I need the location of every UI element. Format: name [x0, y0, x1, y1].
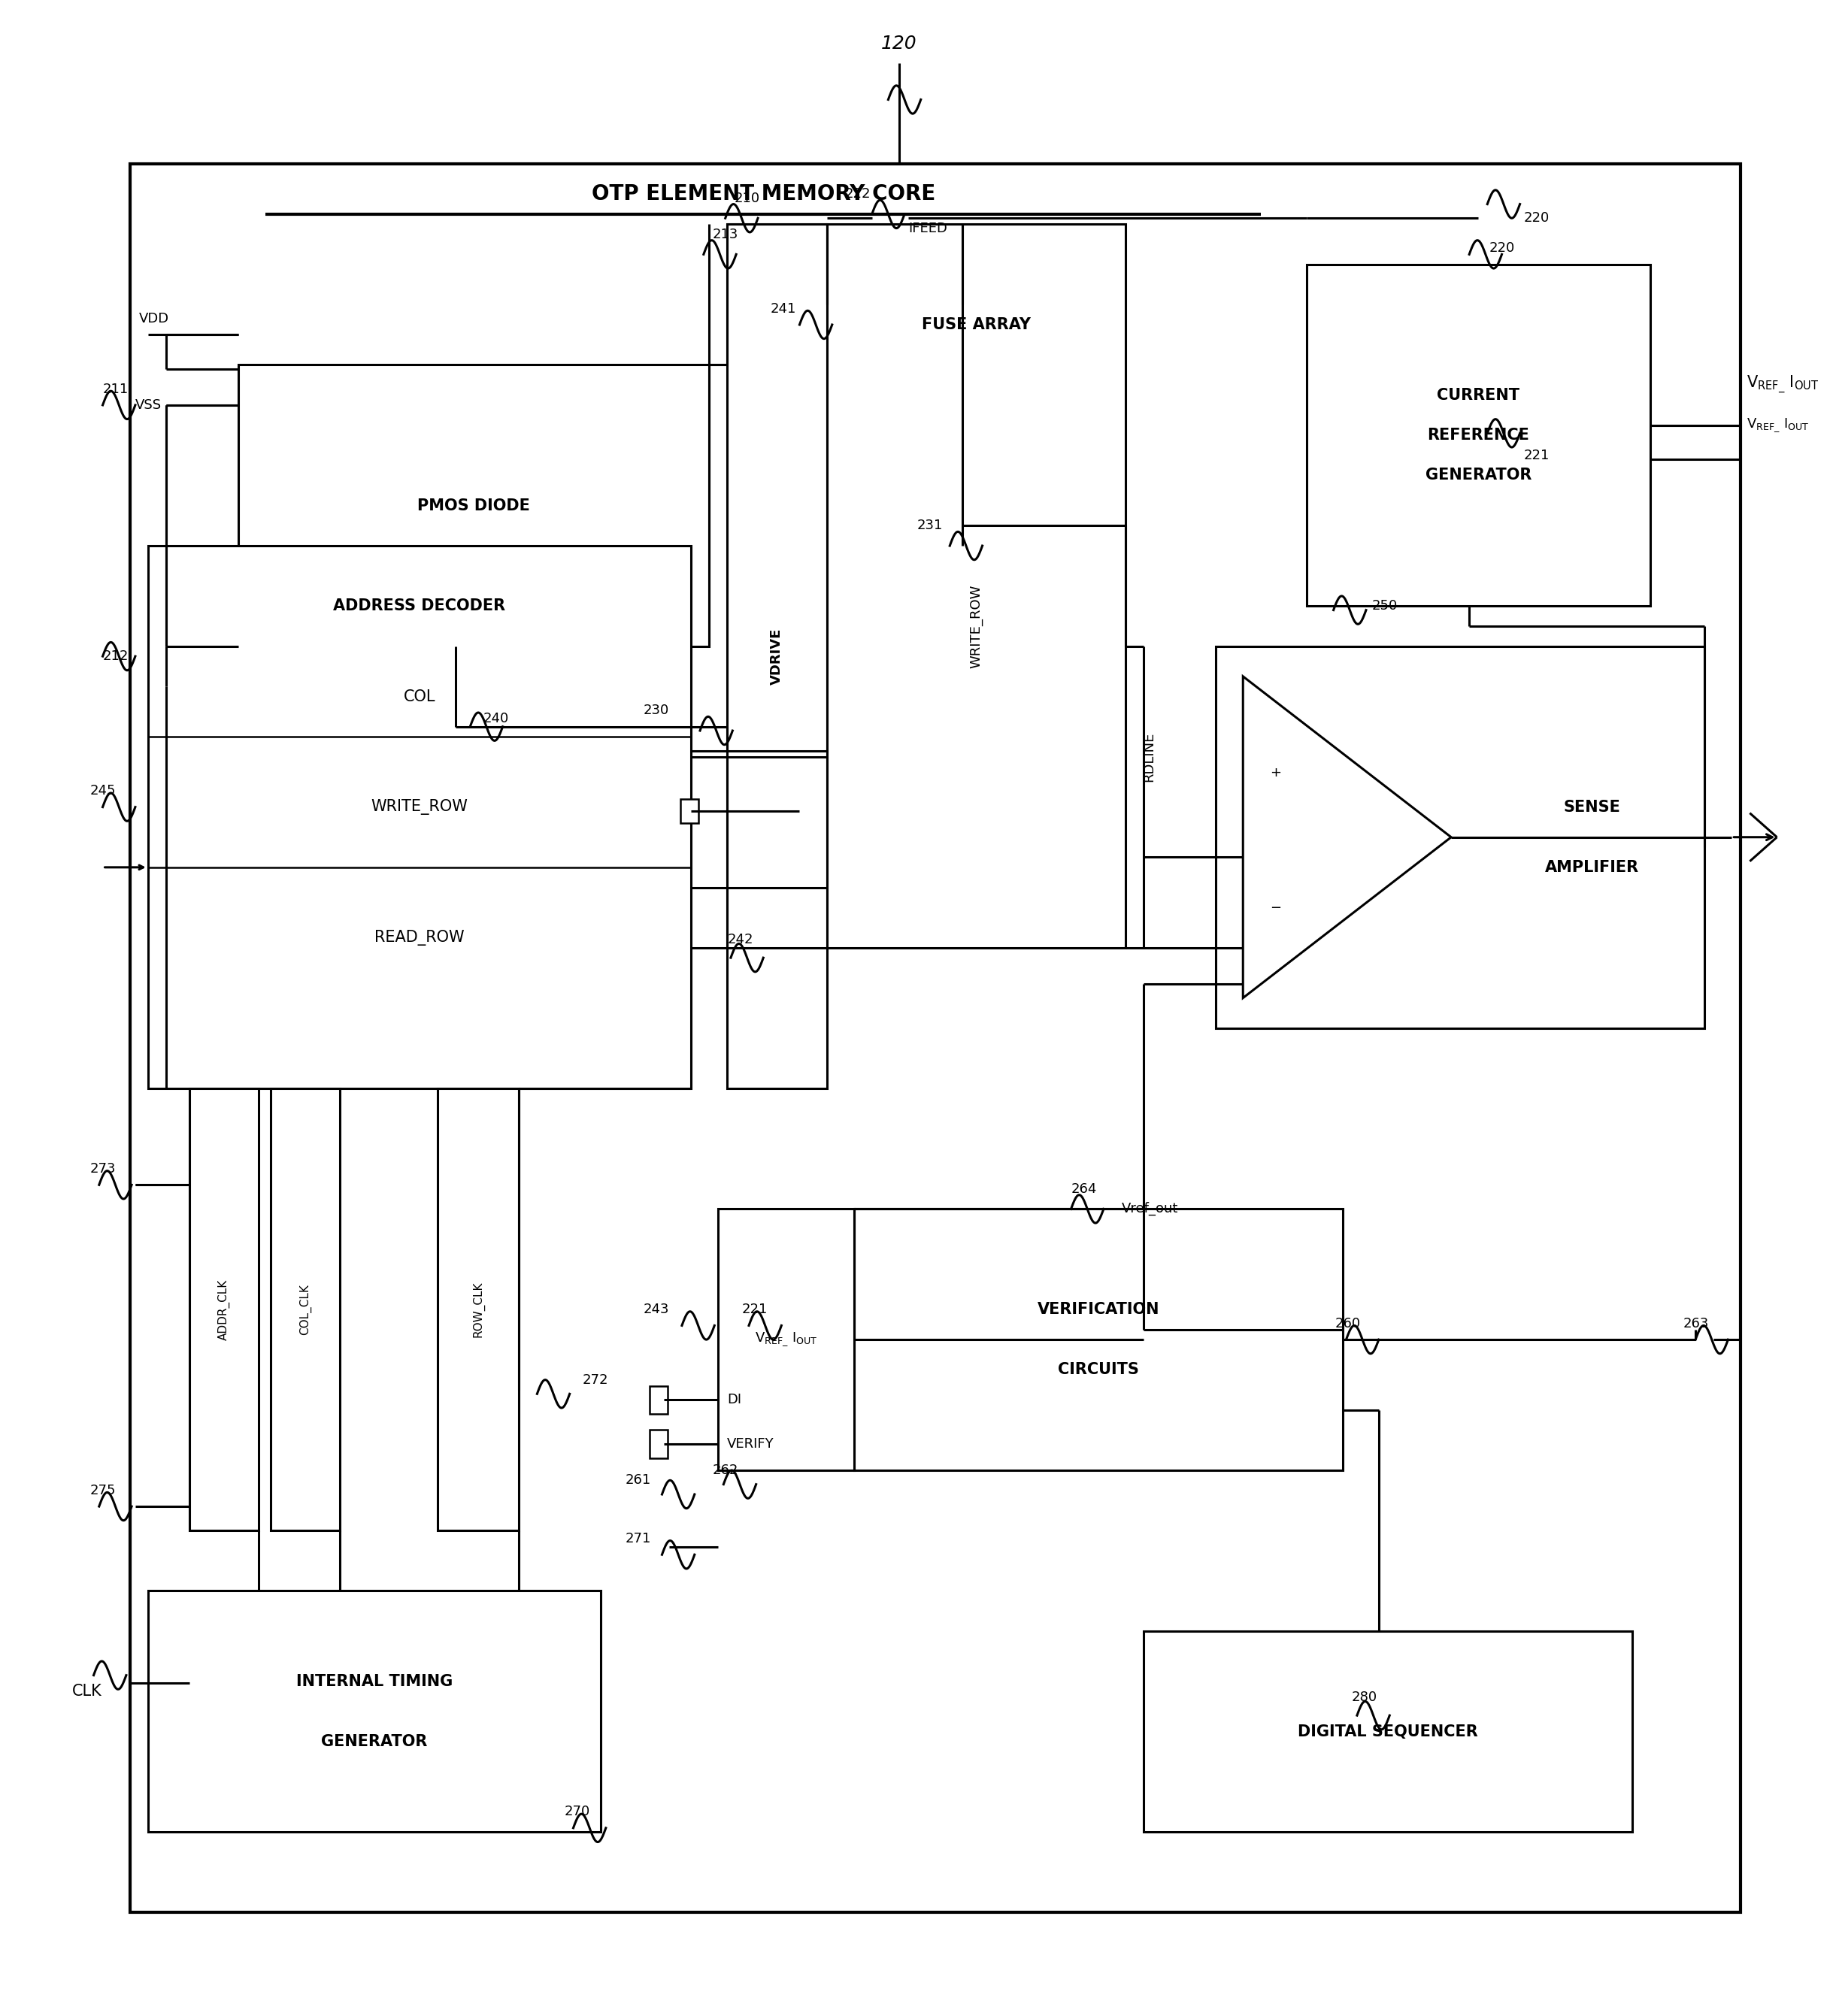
Text: IFEED: IFEED [909, 222, 947, 236]
Text: DIGITAL SEQUENCER: DIGITAL SEQUENCER [1298, 1724, 1478, 1740]
Text: +: + [1271, 766, 1282, 780]
Text: FUSE ARRAY: FUSE ARRAY [922, 317, 1030, 333]
Text: 271: 271 [626, 1532, 652, 1546]
Bar [826, 224, 1125, 948]
Text: 220: 220 [1489, 242, 1515, 256]
Text: 211: 211 [103, 383, 129, 395]
Text: 241: 241 [769, 302, 797, 314]
Text: 242: 242 [727, 933, 753, 946]
Text: RDLINE: RDLINE [1142, 732, 1155, 782]
Bar [650, 1429, 668, 1458]
Text: $\mathregular{V_{REF\_}\ I_{OUT}}$: $\mathregular{V_{REF\_}\ I_{OUT}}$ [1746, 417, 1808, 433]
Text: OTP ELEMENT MEMORY CORE: OTP ELEMENT MEMORY CORE [591, 183, 935, 204]
Text: 243: 243 [643, 1302, 668, 1316]
Text: $\mathregular{V_{REF\_}\ I_{OUT}}$: $\mathregular{V_{REF\_}\ I_{OUT}}$ [755, 1331, 817, 1349]
Bar [239, 365, 709, 647]
Text: 220: 220 [1524, 212, 1550, 226]
Text: CURRENT: CURRENT [1438, 387, 1520, 403]
Text: ADDR_CLK: ADDR_CLK [218, 1278, 230, 1341]
Bar [718, 1210, 854, 1470]
Text: WRITE_ROW: WRITE_ROW [969, 585, 982, 667]
Text: 262: 262 [712, 1464, 738, 1478]
Bar [854, 1210, 1342, 1470]
Text: AMPLIFIER: AMPLIFIER [1546, 859, 1640, 875]
Bar [130, 163, 1741, 1913]
Text: 240: 240 [483, 712, 509, 726]
Text: 273: 273 [90, 1161, 116, 1175]
Text: 275: 275 [90, 1484, 116, 1498]
Text: WRITE_ROW: WRITE_ROW [371, 798, 468, 814]
Text: SENSE: SENSE [1564, 800, 1621, 814]
Bar [272, 1089, 340, 1530]
Text: 222: 222 [845, 187, 870, 202]
Text: Vref_out: Vref_out [1122, 1202, 1179, 1216]
Text: 270: 270 [564, 1804, 589, 1818]
Text: DI: DI [727, 1393, 742, 1407]
Text: GENERATOR: GENERATOR [1425, 468, 1531, 484]
Text: 260: 260 [1335, 1316, 1360, 1331]
Text: ROW_CLK: ROW_CLK [472, 1282, 485, 1337]
Text: 263: 263 [1684, 1316, 1709, 1331]
Text: ADDRESS DECODER: ADDRESS DECODER [334, 599, 505, 613]
Text: −: − [1271, 901, 1282, 915]
Text: $\mathregular{V_{REF\_}\ I_{OUT}}$: $\mathregular{V_{REF\_}\ I_{OUT}}$ [1746, 375, 1818, 395]
Text: 272: 272 [582, 1373, 608, 1387]
Text: 212: 212 [103, 649, 129, 663]
Text: COL: COL [404, 689, 435, 704]
Text: CIRCUITS: CIRCUITS [1058, 1363, 1138, 1377]
Bar [437, 1089, 520, 1530]
Text: CLK: CLK [72, 1683, 101, 1699]
Bar [149, 1591, 600, 1833]
Text: GENERATOR: GENERATOR [321, 1734, 428, 1750]
Text: READ_ROW: READ_ROW [375, 929, 465, 946]
Bar [650, 1385, 668, 1413]
Text: 250: 250 [1371, 599, 1397, 613]
Text: 120: 120 [881, 34, 916, 52]
Text: VDD: VDD [140, 312, 169, 325]
Text: 245: 245 [90, 784, 116, 798]
Text: 213: 213 [712, 228, 738, 242]
Text: INTERNAL TIMING: INTERNAL TIMING [296, 1673, 452, 1689]
Text: COL_CLK: COL_CLK [299, 1284, 312, 1335]
Text: VSS: VSS [136, 399, 162, 411]
Bar [1307, 264, 1651, 607]
Text: 221: 221 [742, 1302, 767, 1316]
Bar [679, 798, 698, 823]
Text: PMOS DIODE: PMOS DIODE [417, 498, 531, 514]
Text: 280: 280 [1351, 1691, 1377, 1704]
Text: 230: 230 [643, 704, 668, 718]
Text: VDRIVE: VDRIVE [769, 627, 784, 685]
Text: VERIFY: VERIFY [727, 1437, 775, 1452]
Bar [1215, 647, 1704, 1028]
Text: REFERENCE: REFERENCE [1427, 427, 1529, 444]
Text: VERIFICATION: VERIFICATION [1037, 1302, 1159, 1316]
Bar [189, 1089, 259, 1530]
Text: 221: 221 [1524, 448, 1550, 462]
Bar [149, 546, 690, 1089]
Bar [1144, 1631, 1632, 1833]
Text: 261: 261 [626, 1474, 652, 1488]
Text: 264: 264 [1070, 1181, 1096, 1195]
Bar [727, 224, 826, 1089]
Text: 231: 231 [916, 518, 942, 532]
Text: 210: 210 [734, 192, 760, 206]
